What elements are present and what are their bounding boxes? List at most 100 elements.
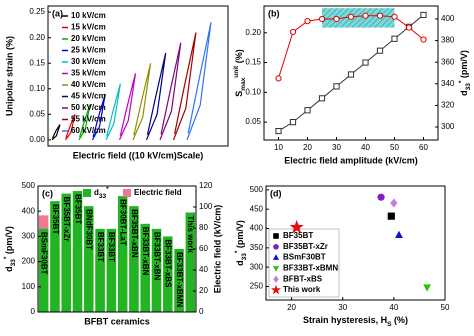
marker <box>304 107 311 114</box>
y-axis-label: Unipolar strain (%) <box>4 36 14 116</box>
y-tick-label: 0.20 <box>245 28 261 37</box>
plot-frame <box>265 185 446 301</box>
y-axis-label-sup: * <box>234 250 241 253</box>
marker <box>275 75 282 82</box>
plot-frame <box>263 5 439 141</box>
highlight-band <box>322 8 395 28</box>
y-tick-label: 300 <box>22 232 36 241</box>
category-label: BF30BT-LaT <box>119 199 128 246</box>
category-label: BF33BT-xBS <box>164 239 173 288</box>
strain-loop <box>172 32 197 141</box>
legend-label: 15 kV/cm <box>71 23 106 32</box>
y-tick-label: 300 <box>441 122 455 131</box>
bar <box>117 196 128 312</box>
legend-label: 25 kV/cm <box>71 46 106 55</box>
legend-label-sup: * <box>106 186 109 193</box>
legend-label: 55 kV/cm <box>71 115 106 124</box>
strain-loop <box>132 63 152 141</box>
legend-marker <box>272 266 280 272</box>
marker <box>376 12 384 19</box>
y-axis-label-unit: (%) <box>234 49 244 66</box>
marker <box>304 18 311 25</box>
marker <box>275 127 282 135</box>
marker <box>391 35 398 42</box>
category-label: BNdF30BT <box>85 209 94 250</box>
x-axis-label: Electric field ((10 kV/cm)Scale) <box>73 150 204 160</box>
category-label: BF35BT-xBN <box>130 209 139 258</box>
y-tick-label: 400 <box>22 206 36 215</box>
y-axis-label-main: S <box>234 91 244 97</box>
marker <box>289 219 304 234</box>
y2-axis-label: d33* (pm/V) <box>458 50 472 96</box>
y-tick-label: 0.15 <box>245 58 261 67</box>
marker <box>333 83 340 90</box>
marker <box>387 212 395 220</box>
y-axis-label-main: d <box>235 260 245 266</box>
y-tick-label: 340 <box>441 79 455 88</box>
y-tick-label: 0.15 <box>29 58 45 67</box>
y2-axis-label-sub: 33 <box>465 83 472 91</box>
x-tick-label: 60 <box>419 143 428 152</box>
strain-loop <box>51 124 61 141</box>
y-axis-label: Smaxunit (%) <box>233 49 247 96</box>
bar <box>72 191 83 312</box>
x-axis-label-unit: (%) <box>391 315 408 325</box>
marker <box>423 284 432 292</box>
legend-label: 45 kV/cm <box>71 92 106 101</box>
legend-label: 35 kV/cm <box>71 69 106 78</box>
strain-loop <box>65 114 76 141</box>
legend-swatch <box>83 189 91 197</box>
category-label: BF33BT-xBN <box>152 232 161 281</box>
category-label: BSmF30BT <box>40 232 49 275</box>
y-tick-label: 500 <box>22 181 36 190</box>
bar <box>163 236 173 312</box>
bar <box>151 228 162 312</box>
legend-box <box>268 228 340 298</box>
y-tick-label: 0.05 <box>245 117 261 126</box>
category-label: BF33BT <box>107 232 116 262</box>
strain-loop <box>78 103 91 141</box>
panel-label: (d) <box>270 188 282 198</box>
marker <box>395 230 403 238</box>
legend-label: 60 kV/cm <box>71 126 106 135</box>
bar <box>95 228 105 312</box>
y-axis-label-sup: * <box>3 256 10 259</box>
category-label: BF33BT <box>96 232 105 262</box>
y-tick-label: 320 <box>441 101 455 110</box>
y-tick-label: 380 <box>441 36 455 45</box>
strain-loop <box>105 83 121 141</box>
marker <box>289 28 297 36</box>
bar <box>84 206 94 312</box>
marker <box>362 12 369 19</box>
marker <box>420 36 427 43</box>
x-axis-label: BFBT ceramics <box>84 316 150 326</box>
marker <box>362 59 369 66</box>
marker <box>420 11 427 19</box>
y-tick-label: 500 <box>250 185 264 194</box>
marker <box>333 15 340 23</box>
bar <box>140 223 150 312</box>
y-tick-label: 60 <box>199 244 208 253</box>
y-tick-label: 360 <box>441 57 455 66</box>
bar <box>106 228 117 312</box>
marker <box>347 13 355 20</box>
marker <box>377 193 385 201</box>
plot-frame <box>47 5 229 147</box>
x-axis-label-main: Strain hysteresis, H <box>303 315 387 325</box>
y-tick-label: 40 <box>199 265 208 274</box>
y2-axis-label-sup: * <box>458 80 465 83</box>
strain-loop <box>118 73 137 141</box>
x-axis-label-sub: S <box>387 321 392 328</box>
y-tick-label: 100 <box>22 282 36 291</box>
legend-label: BF33BT-xBMN <box>283 264 338 273</box>
y-tick-label: 80 <box>199 223 208 232</box>
panel-label: (c) <box>42 188 53 198</box>
marker <box>318 15 326 23</box>
category-label: BF33BT-xBN <box>141 227 150 276</box>
x-tick-label: 10 <box>274 143 283 152</box>
y-axis-label-unit: (pm/V) <box>235 220 245 251</box>
legend-label: Electric field <box>134 188 182 197</box>
x-axis-label: Strain hysteresis, HS (%) <box>303 315 408 328</box>
y-tick-label: 300 <box>250 262 264 271</box>
